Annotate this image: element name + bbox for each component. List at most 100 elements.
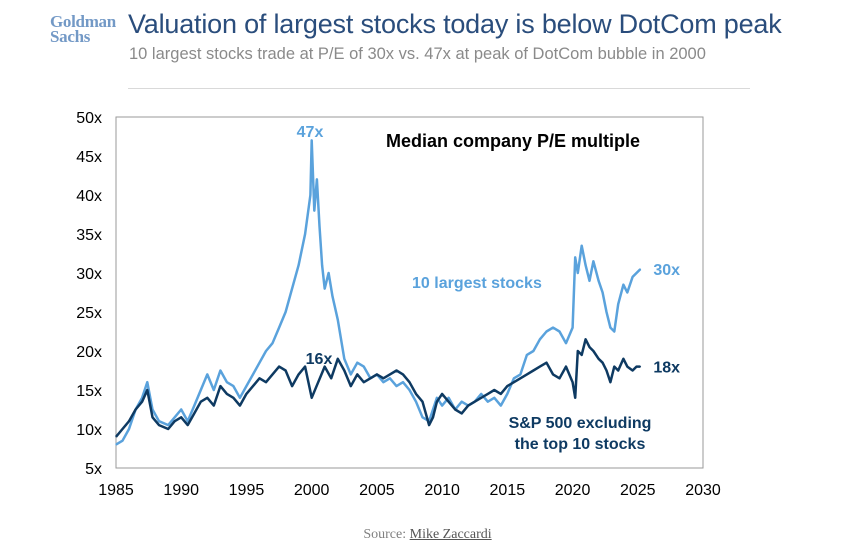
data-point-ex-top10 (128, 420, 130, 422)
data-point-top10 (572, 327, 574, 329)
y-tick-label: 35x (76, 227, 102, 244)
data-point-ex-top10 (577, 350, 579, 352)
data-point-top10 (639, 268, 642, 270)
data-point-top10 (487, 401, 489, 403)
data-point-top10 (193, 405, 195, 407)
data-point-top10 (552, 327, 554, 329)
data-point-ex-top10 (121, 428, 124, 430)
plot-area-frame (115, 116, 704, 469)
header-divider (128, 88, 750, 89)
data-point-top10 (605, 311, 608, 313)
data-point-top10 (592, 260, 595, 262)
data-point-ex-top10 (605, 369, 608, 372)
data-point-top10 (461, 401, 463, 403)
data-point-ex-top10 (324, 366, 326, 368)
data-point-top10 (609, 327, 612, 329)
data-point-top10 (252, 373, 254, 375)
data-point-ex-top10 (513, 381, 515, 383)
end-label-ex-top10: 18x (653, 360, 680, 377)
data-point-ex-top10 (146, 389, 148, 391)
data-point-ex-top10 (506, 385, 508, 387)
data-point-ex-top10 (626, 366, 628, 368)
data-point-top10 (128, 428, 130, 430)
y-tick-label: 10x (76, 422, 102, 439)
data-point-top10 (337, 319, 339, 321)
page-title: Valuation of largest stocks today is bel… (128, 9, 782, 39)
data-point-top10 (545, 330, 548, 333)
data-point-top10 (395, 385, 398, 387)
y-tick-label: 25x (76, 305, 102, 322)
data-point-ex-top10 (252, 385, 254, 387)
data-point-ex-top10 (558, 377, 561, 379)
data-point-top10 (316, 178, 318, 180)
data-point-top10 (278, 327, 280, 329)
data-point-ex-top10 (343, 369, 345, 372)
data-point-ex-top10 (408, 381, 411, 383)
y-tick-label: 20x (76, 344, 102, 361)
data-point-top10 (598, 280, 600, 282)
source-caption: Source: Mike Zaccardi (0, 527, 855, 543)
peak-label-top10: 47x (297, 124, 324, 141)
data-point-top10 (402, 381, 404, 383)
data-point-ex-top10 (436, 401, 438, 403)
x-tick-label: 1995 (229, 482, 265, 499)
data-point-ex-top10 (158, 424, 160, 426)
data-point-ex-top10 (609, 381, 612, 383)
data-point-ex-top10 (151, 416, 154, 418)
data-point-ex-top10 (135, 408, 137, 411)
data-point-top10 (309, 194, 311, 196)
data-point-top10 (313, 210, 315, 212)
data-point-top10 (493, 397, 495, 399)
data-point-top10 (115, 444, 117, 446)
data-point-ex-top10 (298, 373, 300, 375)
data-point-ex-top10 (376, 373, 378, 375)
data-point-ex-top10 (115, 436, 117, 438)
data-point-ex-top10 (480, 397, 482, 399)
data-point-top10 (635, 272, 638, 274)
series-label-ex-top10-line2: the top 10 stocks (515, 436, 646, 453)
data-point-top10 (200, 389, 202, 391)
data-point-ex-top10 (304, 366, 306, 368)
data-point-ex-top10 (585, 338, 587, 340)
data-point-ex-top10 (545, 362, 548, 364)
data-point-ex-top10 (389, 373, 391, 375)
data-point-ex-top10 (519, 377, 522, 379)
data-point-top10 (617, 303, 619, 305)
data-point-ex-top10 (350, 385, 352, 387)
data-point-ex-top10 (193, 412, 195, 414)
data-point-top10 (622, 284, 625, 286)
data-point-ex-top10 (617, 369, 619, 372)
logo-line-2: Sachs (50, 27, 91, 46)
data-point-ex-top10 (448, 401, 450, 403)
series-label-top10: 10 largest stocks (412, 275, 542, 292)
data-point-top10 (356, 362, 358, 364)
source-link[interactable]: Mike Zaccardi (409, 527, 492, 542)
data-point-ex-top10 (213, 405, 215, 407)
data-point-top10 (187, 420, 189, 422)
x-tick-label: 2000 (294, 482, 330, 499)
x-tick-label: 2005 (359, 482, 395, 499)
data-point-ex-top10 (565, 366, 567, 368)
data-point-top10 (331, 295, 334, 297)
data-point-top10 (328, 272, 330, 274)
data-point-ex-top10 (588, 346, 591, 348)
y-tick-label: 50x (76, 110, 102, 127)
data-point-ex-top10 (432, 416, 434, 418)
data-point-top10 (602, 291, 604, 294)
data-point-ex-top10 (311, 397, 313, 399)
data-point-ex-top10 (572, 381, 574, 383)
data-point-top10 (318, 225, 321, 227)
data-point-ex-top10 (526, 373, 528, 375)
data-point-top10 (321, 264, 323, 266)
data-point-top10 (174, 416, 176, 418)
data-point-ex-top10 (454, 408, 456, 411)
data-point-ex-top10 (613, 366, 615, 368)
data-point-top10 (626, 291, 628, 294)
data-point-ex-top10 (428, 424, 430, 426)
x-tick-label: 2010 (424, 482, 460, 499)
data-point-top10 (415, 401, 417, 403)
x-tick-label: 2015 (490, 482, 526, 499)
data-point-top10 (506, 393, 508, 395)
data-point-top10 (432, 408, 434, 411)
